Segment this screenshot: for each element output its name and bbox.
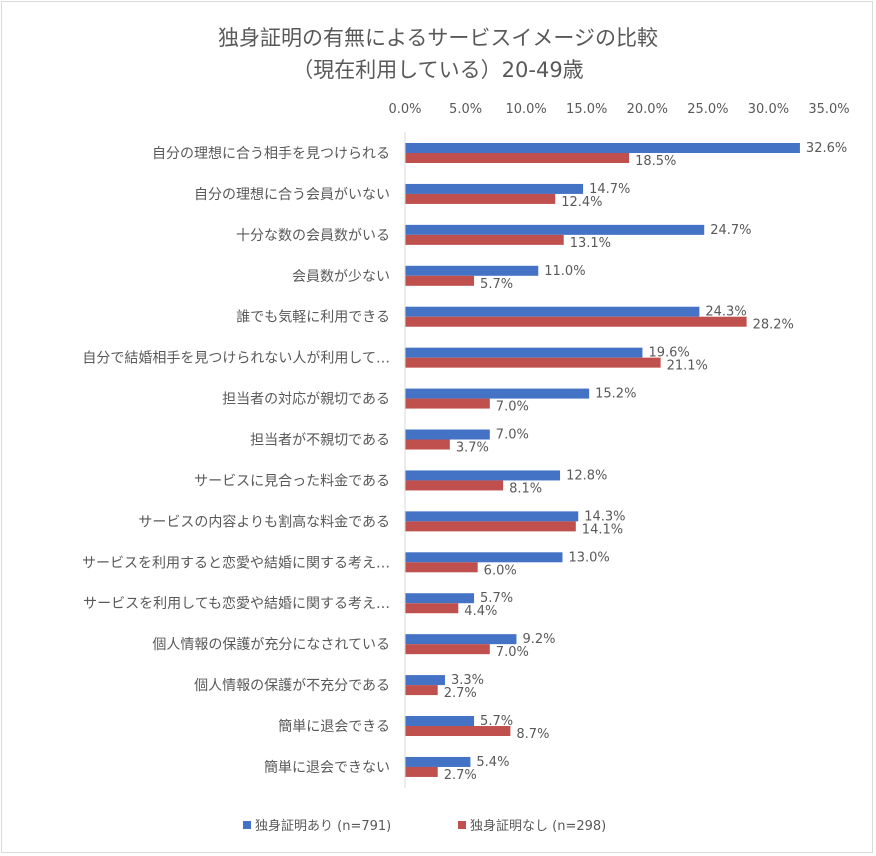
bar-without-certificate bbox=[405, 644, 490, 655]
bar-without-certificate bbox=[405, 316, 747, 327]
data-label: 13.0% bbox=[568, 550, 609, 565]
data-label: 12.8% bbox=[566, 468, 607, 483]
category-label: 簡単に退会できない bbox=[264, 760, 390, 776]
category-label: 十分な数の会員数がいる bbox=[236, 228, 390, 244]
legend-entry: 独身証明なし (n=298) bbox=[470, 818, 606, 834]
bar-with-certificate bbox=[405, 716, 475, 727]
x-tick-label: 0.0% bbox=[388, 102, 421, 117]
bar-with-certificate bbox=[405, 552, 563, 563]
data-label: 4.4% bbox=[464, 604, 497, 619]
bar-with-certificate bbox=[405, 347, 643, 358]
bar-with-certificate bbox=[405, 224, 705, 235]
bar-with-certificate bbox=[405, 634, 517, 645]
bar-without-certificate bbox=[405, 562, 478, 573]
category-label: 個人情報の保護が充分になされている bbox=[152, 637, 390, 653]
bar-with-certificate bbox=[405, 429, 490, 440]
category-label: 誰でも気軽に利用できる bbox=[236, 310, 390, 326]
bar-with-certificate bbox=[405, 593, 475, 604]
bar-with-certificate bbox=[405, 143, 800, 153]
category-label: サービスの内容よりも割高な料金である bbox=[138, 513, 390, 530]
chart-title-line-1: 独身証明の有無によるサービスイメージの比較 bbox=[218, 26, 658, 50]
bar-without-certificate bbox=[405, 398, 490, 409]
bar-with-certificate bbox=[405, 183, 584, 194]
category-label: 会員数が少ない bbox=[292, 269, 390, 285]
data-label: 5.7% bbox=[480, 277, 513, 292]
category-label: 担当者の対応が親切である bbox=[222, 392, 390, 408]
x-tick-label: 10.0% bbox=[505, 102, 546, 117]
data-label: 13.1% bbox=[570, 236, 611, 251]
data-label: 8.1% bbox=[509, 481, 542, 496]
category-label: 自分で結婚相手を見つけられない人が利用して… bbox=[82, 351, 390, 367]
data-label: 15.2% bbox=[595, 387, 636, 402]
bar-with-certificate bbox=[405, 306, 700, 317]
data-label: 2.7% bbox=[444, 686, 477, 701]
data-label: 18.5% bbox=[635, 154, 676, 169]
bar-without-certificate bbox=[405, 234, 564, 245]
bar-without-certificate bbox=[405, 603, 459, 614]
x-tick-label: 20.0% bbox=[627, 102, 668, 117]
bar-without-certificate bbox=[405, 193, 556, 204]
bar-without-certificate bbox=[405, 439, 450, 450]
data-label: 21.1% bbox=[667, 359, 708, 374]
x-tick-label: 35.0% bbox=[808, 102, 849, 117]
category-label: 簡単に退会できる bbox=[278, 719, 390, 735]
bar-without-certificate bbox=[405, 275, 475, 286]
data-label: 7.0% bbox=[496, 428, 529, 443]
bar-with-certificate bbox=[405, 265, 539, 276]
data-label: 28.2% bbox=[753, 318, 794, 333]
bar-with-certificate bbox=[405, 511, 579, 522]
bar-with-certificate bbox=[405, 388, 590, 399]
bar-without-certificate bbox=[405, 726, 511, 737]
bar-without-certificate bbox=[405, 685, 438, 696]
data-label: 11.0% bbox=[544, 264, 585, 279]
data-label: 7.0% bbox=[496, 645, 529, 660]
bar-with-certificate bbox=[405, 470, 561, 481]
data-label: 3.3% bbox=[451, 673, 484, 688]
data-label: 3.7% bbox=[456, 441, 489, 456]
data-label: 7.0% bbox=[496, 400, 529, 415]
data-label: 5.7% bbox=[480, 591, 513, 606]
data-label: 24.3% bbox=[705, 305, 746, 320]
legend-swatch bbox=[243, 821, 251, 829]
x-tick-label: 15.0% bbox=[566, 102, 607, 117]
category-label: サービスに見合った料金である bbox=[194, 473, 390, 489]
data-label: 2.7% bbox=[444, 768, 477, 783]
x-tick-label: 5.0% bbox=[449, 102, 482, 117]
category-label: 担当者が不親切である bbox=[250, 433, 390, 449]
data-label: 9.2% bbox=[522, 632, 555, 647]
bar-without-certificate bbox=[405, 480, 504, 491]
x-tick-label: 25.0% bbox=[687, 102, 728, 117]
bar-with-certificate bbox=[405, 756, 471, 767]
data-label: 32.6% bbox=[806, 141, 847, 156]
bar-without-certificate bbox=[405, 357, 661, 368]
data-label: 24.7% bbox=[710, 223, 751, 238]
data-label: 8.7% bbox=[516, 727, 549, 742]
data-label: 5.4% bbox=[476, 755, 509, 770]
category-label: 個人情報の保護が不充分である bbox=[194, 678, 390, 694]
category-label: サービスを利用すると恋愛や結婚に関する考え… bbox=[82, 554, 390, 571]
data-label: 14.3% bbox=[584, 509, 625, 524]
legend-swatch bbox=[458, 821, 466, 829]
bar-without-certificate bbox=[405, 766, 438, 777]
chart-title-line-2: （現在利用している）20-49歳 bbox=[292, 58, 583, 82]
category-label: 自分の理想に合う会員がいない bbox=[194, 187, 390, 203]
data-label: 14.1% bbox=[582, 522, 623, 537]
legend-entry: 独身証明あり (n=791) bbox=[255, 818, 391, 834]
bar-with-certificate bbox=[405, 675, 445, 686]
bar-without-certificate bbox=[405, 153, 630, 163]
data-label: 12.4% bbox=[561, 195, 602, 210]
bar-without-certificate bbox=[405, 521, 576, 532]
data-label: 19.6% bbox=[648, 346, 689, 361]
category-label: サービスを利用しても恋愛や結婚に関する考え… bbox=[83, 595, 390, 612]
data-label: 14.7% bbox=[589, 182, 630, 197]
data-label: 5.7% bbox=[480, 714, 513, 729]
category-label: 自分の理想に合う相手を見つけられる bbox=[152, 146, 390, 162]
data-label: 6.0% bbox=[484, 563, 517, 578]
x-tick-label: 30.0% bbox=[748, 102, 789, 117]
